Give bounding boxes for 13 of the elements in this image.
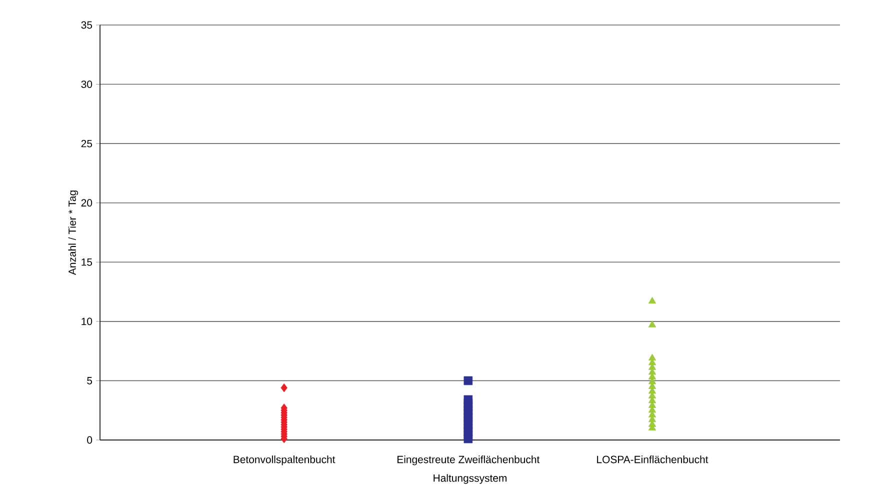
x-tick-label: Betonvollspaltenbucht: [234, 456, 336, 466]
x-axis-title: Haltungssystem: [434, 474, 507, 484]
y-tick-label: 10: [82, 318, 92, 326]
x-tick-label: LOSPA-Einflächenbucht: [597, 456, 708, 464]
y-tick-label: 30: [81, 80, 92, 88]
y-tick-label: 20: [81, 199, 92, 207]
y-tick-label: 0: [87, 436, 92, 444]
y-tick-label: 5: [87, 377, 92, 384]
y-tick-label: 25: [81, 140, 92, 148]
x-tick-label: Eingestreute Zweiflächenbucht: [398, 456, 540, 466]
y-axis-title: Anzahl / Tier * Tag: [68, 190, 78, 276]
y-tick-label: 35: [81, 21, 92, 29]
y-tick-label: 15: [82, 258, 92, 266]
